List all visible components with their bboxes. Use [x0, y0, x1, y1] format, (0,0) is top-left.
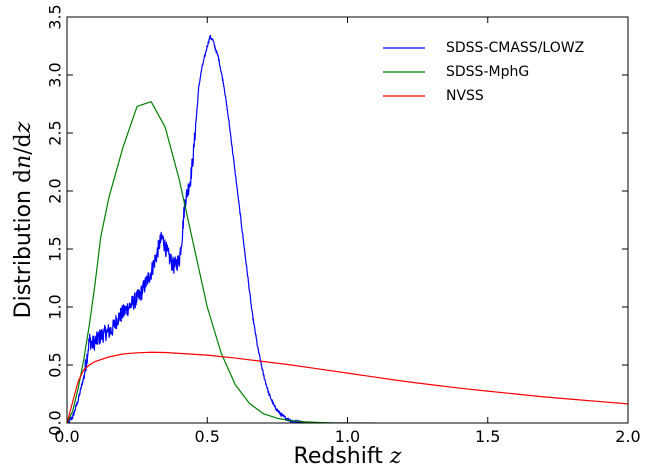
- series-line-sdss-cmass-lowz: [67, 34, 348, 423]
- x-tick-label: 0.5: [195, 427, 220, 446]
- x-tick-label: 1.0: [335, 427, 360, 446]
- axis-ticks: [66, 16, 629, 424]
- x-tick-label: 1.5: [475, 427, 500, 446]
- y-tick-label: 1.5: [46, 236, 65, 261]
- x-tick-label: 0.0: [54, 427, 79, 446]
- plot-frame: [66, 16, 629, 424]
- y-tick-label: 2.0: [46, 178, 65, 203]
- x-axis-label-var: z: [389, 444, 402, 469]
- y-tick-label: 3.5: [46, 4, 65, 29]
- series-line-sdss-mphg: [67, 101, 376, 423]
- x-axis-label: Redshift z: [294, 444, 402, 469]
- y-tick-label: 0.0: [46, 410, 65, 435]
- y-axis-label: Distribution dn/dz: [11, 121, 36, 318]
- y-tick-label: 0.5: [46, 352, 65, 377]
- x-axis-label-text: Redshift: [294, 444, 390, 469]
- y-tick-label: 1.0: [46, 294, 65, 319]
- plot-lines: [67, 34, 628, 423]
- y-axis-label-text: Distribution: [11, 183, 36, 318]
- legend-label: SDSS-MphG: [446, 64, 529, 80]
- y-tick-label: 2.5: [46, 120, 65, 145]
- series-line-nvss: [67, 351, 628, 423]
- y-tick-label: 3.0: [46, 62, 65, 87]
- axis-tick-labels: 0.0 0.5 1.0 1.5 2.0 0.0 0.5 1.0 1.5 2.0 2.5 3.0 3.5: [46, 4, 641, 446]
- legend: SDSS-CMASS/LOWZ SDSS-MphG NVSS: [383, 40, 584, 104]
- x-tick-label: 2.0: [615, 427, 640, 446]
- legend-label: SDSS-CMASS/LOWZ: [446, 40, 584, 56]
- legend-label: NVSS: [446, 88, 484, 104]
